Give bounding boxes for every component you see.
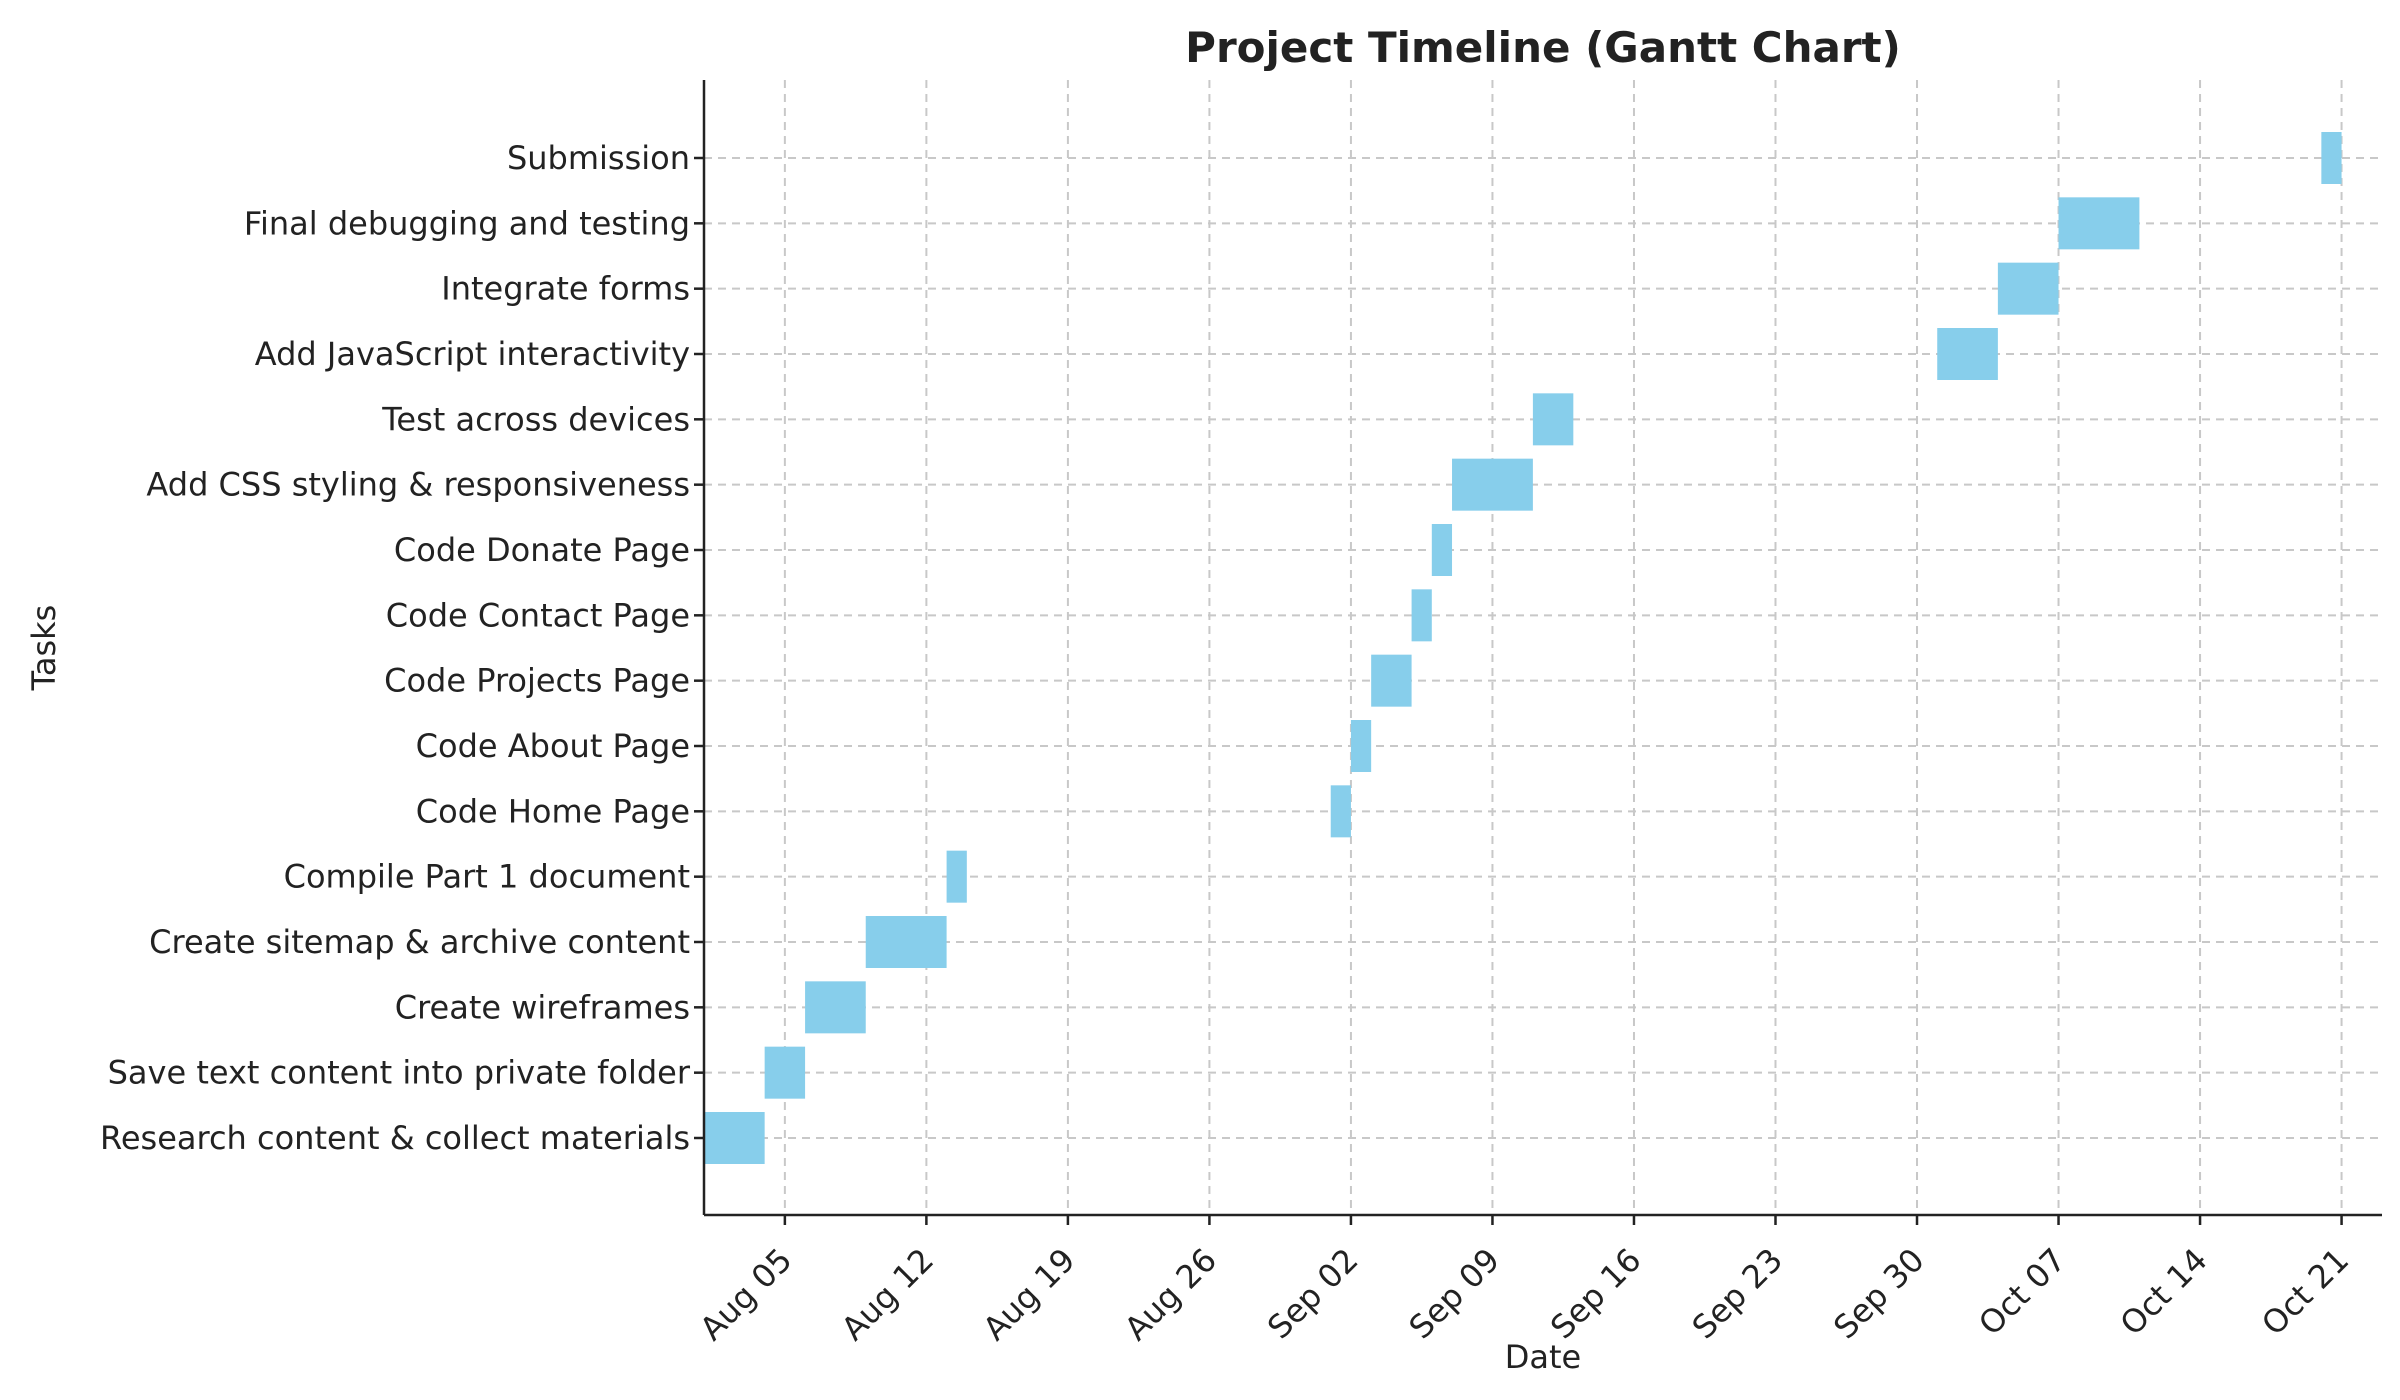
task-bar [1371,654,1412,707]
x-tick-label: Sep 16 [1543,1241,1649,1347]
y-tick-label: Create wireframes [395,988,690,1026]
y-tick-label: Code Projects Page [384,662,690,700]
x-tick-label: Oct 21 [2254,1241,2356,1343]
y-axis-label: Tasks [25,605,63,692]
x-tick-label: Sep 23 [1685,1241,1791,1347]
task-bar [704,1112,765,1164]
y-tick-labels: Research content & collect materials Save… [100,139,691,1157]
task-bar [1937,328,1998,380]
y-tick-label: Save text content into private folder [108,1054,691,1092]
y-tick-label: Integrate forms [441,270,690,308]
y-tick-label: Add JavaScript interactivity [255,335,690,373]
x-tick-label: Aug 12 [834,1241,941,1348]
x-tick-label: Oct 07 [1971,1241,2073,1343]
y-tick-label: Final debugging and testing [244,204,690,242]
task-bar [1997,262,2059,315]
x-tick-label: Sep 02 [1260,1241,1366,1347]
task-bar [764,1046,806,1099]
x-tick-label: Aug 05 [692,1241,799,1348]
y-tick-label: Code Contact Page [386,596,690,634]
task-bar [1431,524,1453,576]
x-tick-label: Aug 26 [1117,1241,1224,1348]
task-bar [1452,458,1533,511]
task-bar [1330,785,1351,838]
y-tick-label: Create sitemap & archive content [149,923,690,961]
task-bar [805,981,866,1034]
x-tick-labels: Aug 05 Aug 12 Aug 19 Aug 26 Sep 02 Sep 09 Sep … [692,1241,2356,1348]
x-tick-label: Oct 14 [2113,1241,2215,1343]
task-bar [865,916,947,968]
y-tick-label: Test across devices [381,400,690,438]
y-tick-label: Research content & collect materials [100,1119,690,1157]
chart-title: Project Timeline (Gantt Chart) [1185,23,1901,72]
grid-layer [704,80,2382,1215]
x-axis-label: Date [1505,1338,1581,1376]
task-bar [2321,132,2342,184]
y-tick-label: Compile Part 1 document [284,858,690,896]
task-bar [2058,197,2140,250]
bars-layer [704,132,2342,1164]
task-bar [1350,720,1372,772]
y-tick-label: Add CSS styling & responsiveness [146,466,690,504]
task-bar [1411,589,1432,642]
y-tick-label: Code Donate Page [394,531,690,569]
x-tick-label: Sep 30 [1826,1241,1932,1347]
task-bar [946,850,967,903]
y-tick-label: Code Home Page [416,792,690,830]
y-tick-label: Code About Page [416,727,690,765]
x-tick-label: Sep 09 [1402,1241,1508,1347]
x-tick-label: Aug 19 [975,1241,1082,1348]
task-bar [1532,393,1574,446]
y-tick-label: Submission [507,139,690,177]
axes-layer [694,80,2382,1225]
